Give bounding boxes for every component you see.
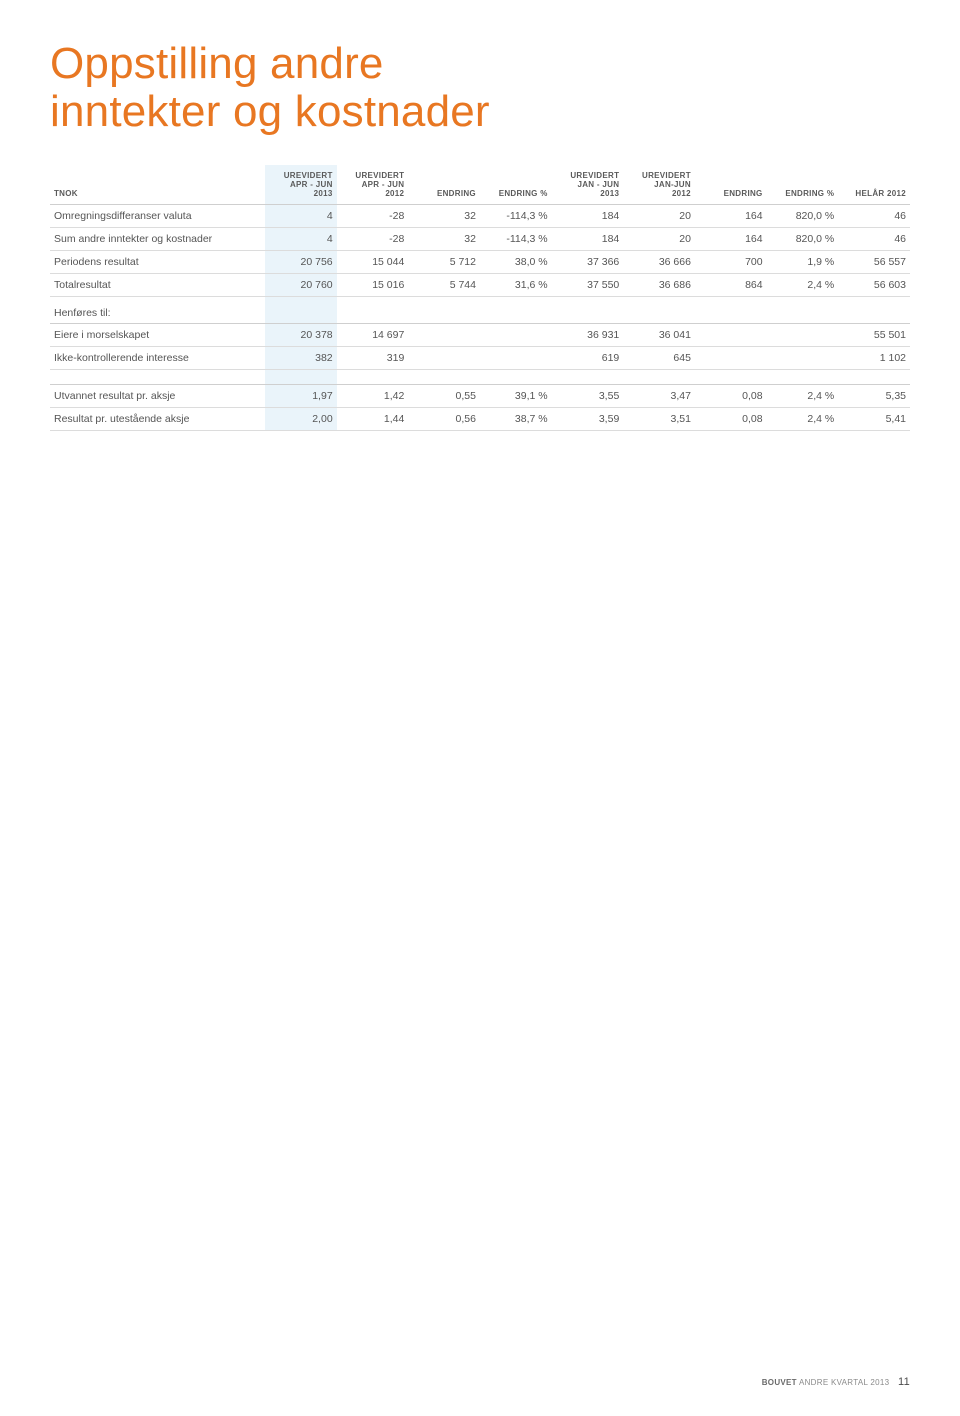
row-label: Sum andre inntekter og kostnader: [50, 228, 265, 251]
table-header-row: TNOK UREVIDERTAPR - JUN2013 UREVIDERTAPR…: [50, 165, 910, 205]
table-row: Totalresultat 20 760 15 0165 74431,6 % 3…: [50, 274, 910, 297]
row-label: Ikke-kontrollerende interesse: [50, 347, 265, 370]
page-footer: BOUVET ANDRE KVARTAL 2013 11: [762, 1376, 910, 1388]
col-apr-jun-2012: UREVIDERTAPR - JUN2012: [337, 165, 409, 205]
table-row: Henføres til:: [50, 297, 910, 324]
col-jan-jun-2012: UREVIDERTJAN-JUN2012: [623, 165, 695, 205]
row-label: Resultat pr. utestående aksje: [50, 408, 265, 431]
footer-text: ANDRE KVARTAL 2013: [799, 1378, 889, 1387]
footer-brand: BOUVET: [762, 1378, 797, 1387]
row-label: Utvannet resultat pr. aksje: [50, 385, 265, 408]
row-label: Eiere i morselskapet: [50, 324, 265, 347]
row-label: Omregningsdifferanser valuta: [50, 205, 265, 228]
title-line-2: inntekter og kostnader: [50, 87, 490, 136]
row-label: Totalresultat: [50, 274, 265, 297]
row-label: Henføres til:: [50, 297, 265, 324]
table-row: Ikke-kontrollerende interesse 382 319 61…: [50, 347, 910, 370]
col-jan-jun-2013: UREVIDERTJAN - JUN2013: [552, 165, 624, 205]
spacer-row: [50, 370, 910, 385]
page-title: Oppstilling andre inntekter og kostnader: [50, 40, 910, 135]
financial-table: TNOK UREVIDERTAPR - JUN2013 UREVIDERTAPR…: [50, 165, 910, 431]
col-endring-pct-2: ENDRING %: [767, 165, 839, 205]
table-row: Sum andre inntekter og kostnader 4 -2832…: [50, 228, 910, 251]
col-tnok: TNOK: [50, 165, 265, 205]
col-apr-jun-2013: UREVIDERTAPR - JUN2013: [265, 165, 337, 205]
page-number: 11: [898, 1376, 910, 1388]
col-helar-2012: HELÅR 2012: [838, 165, 910, 205]
title-line-1: Oppstilling andre: [50, 39, 384, 88]
row-label: Periodens resultat: [50, 251, 265, 274]
table-row: Utvannet resultat pr. aksje 1,97 1,420,5…: [50, 385, 910, 408]
table-row: Periodens resultat 20 756 15 0445 71238,…: [50, 251, 910, 274]
table-row: Eiere i morselskapet 20 378 14 697 36 93…: [50, 324, 910, 347]
table-row: Resultat pr. utestående aksje 2,00 1,440…: [50, 408, 910, 431]
col-endring-1: ENDRING: [408, 165, 480, 205]
col-endring-2: ENDRING: [695, 165, 767, 205]
table-row: Omregningsdifferanser valuta 4 -2832-114…: [50, 205, 910, 228]
col-endring-pct-1: ENDRING %: [480, 165, 552, 205]
